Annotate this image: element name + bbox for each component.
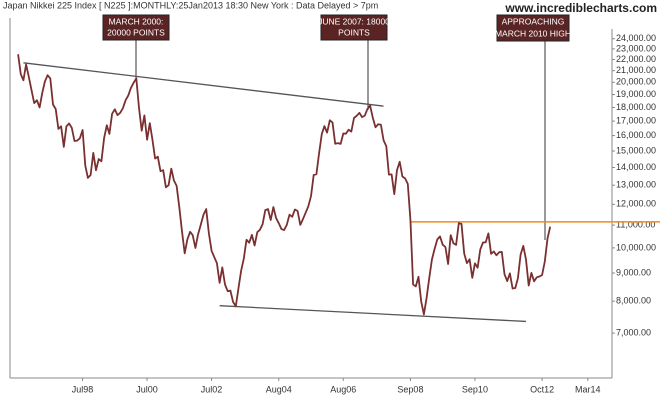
- x-tick-label: Aug04: [266, 384, 292, 394]
- x-tick-label: Jul00: [136, 384, 158, 394]
- annotation-box: [320, 14, 388, 41]
- x-tick-label: Oct12: [530, 384, 554, 394]
- trend-line: [219, 305, 527, 323]
- watermark: www.incrediblecharts.com: [504, 1, 657, 15]
- y-tick-label: 13,000.00: [616, 180, 656, 190]
- y-tick-label: 22,000.00: [616, 54, 656, 64]
- y-tick-label: 24,000.00: [616, 33, 656, 43]
- y-tick-label: 10,000.00: [616, 242, 656, 252]
- annotation-text: MARCH 2000:: [109, 16, 164, 26]
- x-tick-label: Jul02: [201, 384, 223, 394]
- x-tick-label: Mar14: [575, 384, 601, 394]
- annotation-text: MARCH 2010 HIGH: [495, 28, 571, 38]
- x-tick-label: Aug06: [330, 384, 356, 394]
- annotation-text: APPROACHING: [502, 16, 565, 26]
- annotation-text: 20000 POINTS: [107, 27, 165, 37]
- trend-line: [23, 62, 384, 107]
- y-tick-label: 8,000.00: [616, 296, 651, 306]
- x-tick-label: Sep10: [462, 384, 488, 394]
- chart-title: Japan Nikkei 225 Index [ N225 ]:MONTHLY:…: [3, 0, 378, 10]
- y-tick-label: 16,000.00: [616, 130, 656, 140]
- x-tick-label: Jul98: [72, 384, 94, 394]
- y-tick-label: 12,000.00: [616, 199, 656, 209]
- y-tick-label: 14,000.00: [616, 162, 656, 172]
- annotation-text: JUNE 2007: 18000: [318, 16, 390, 26]
- y-tick-label: 18,000.00: [616, 102, 656, 112]
- y-tick-label: 19,000.00: [616, 89, 656, 99]
- y-tick-label: 15,000.00: [616, 145, 656, 155]
- annotation-text: POINTS: [338, 27, 370, 37]
- annotation-box: [496, 14, 570, 42]
- annotation-box: [102, 14, 170, 41]
- annotation: APPROACHING MARCH 2010 HIGH: [495, 14, 571, 42]
- annotation: MARCH 2000: 20000 POINTS: [102, 14, 170, 41]
- y-tick-label: 17,000.00: [616, 115, 656, 125]
- y-tick-label: 23,000.00: [616, 43, 656, 53]
- y-tick-label: 11,000.00: [616, 219, 655, 229]
- y-tick-label: 21,000.00: [616, 65, 656, 75]
- y-tick-label: 20,000.00: [616, 77, 656, 87]
- annotation: JUNE 2007: 18000 POINTS: [318, 14, 390, 41]
- x-tick-label: Sep08: [397, 384, 423, 394]
- price-line: [17, 54, 552, 316]
- y-tick-label: 9,000.00: [616, 267, 651, 277]
- y-tick-label: 7,000.00: [616, 327, 651, 337]
